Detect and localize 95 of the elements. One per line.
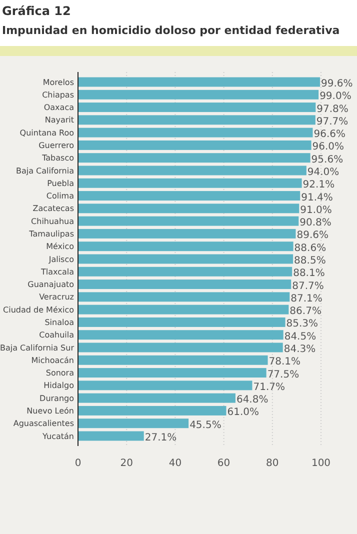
data-label: 97.8% bbox=[316, 104, 348, 115]
y-tick-label: Oaxaca bbox=[44, 103, 74, 112]
y-tick-label: Jalisco bbox=[48, 254, 74, 264]
data-label: 84.3% bbox=[284, 344, 316, 355]
y-tick-label: Chihuahua bbox=[31, 216, 74, 226]
data-label: 97.7% bbox=[316, 116, 348, 128]
bar bbox=[78, 140, 312, 150]
data-label: 99.6% bbox=[321, 78, 353, 90]
y-tick-label: Sinaloa bbox=[44, 318, 74, 328]
bar bbox=[78, 242, 294, 252]
y-tick-label: Durango bbox=[40, 394, 74, 403]
bar bbox=[78, 153, 310, 163]
bar bbox=[78, 77, 320, 87]
bar bbox=[78, 292, 290, 302]
y-tick-label: Sonora bbox=[46, 368, 74, 378]
bar bbox=[78, 418, 189, 428]
bar bbox=[78, 304, 289, 314]
bar bbox=[78, 342, 283, 352]
bar bbox=[78, 166, 306, 176]
x-tick-label: 0 bbox=[74, 458, 82, 469]
bar bbox=[78, 431, 144, 441]
y-tick-label: Baja California Sur bbox=[0, 343, 75, 352]
bar bbox=[78, 115, 316, 125]
data-label: 87.1% bbox=[290, 293, 322, 304]
bar bbox=[78, 406, 226, 416]
data-label: 96.0% bbox=[312, 142, 344, 153]
y-tick-label: Tlaxcala bbox=[40, 267, 74, 276]
data-label: 78.1% bbox=[268, 356, 301, 368]
bar bbox=[78, 393, 236, 403]
y-tick-label: Guanajuato bbox=[28, 280, 74, 290]
x-tick-label: 40 bbox=[168, 458, 182, 469]
data-label: 92.1% bbox=[302, 180, 335, 191]
bar bbox=[78, 228, 296, 238]
y-tick-label: Guerrero bbox=[38, 141, 74, 150]
y-tick-label: Aguascalientes bbox=[13, 419, 74, 428]
y-tick-label: Yucatán bbox=[42, 432, 74, 441]
data-label: 88.1% bbox=[293, 268, 325, 280]
data-label: 86.7% bbox=[290, 306, 322, 318]
y-tick-label: Hidalgo bbox=[44, 381, 74, 390]
bar bbox=[78, 90, 319, 100]
bar bbox=[78, 254, 294, 264]
y-tick-label: Baja California bbox=[16, 166, 74, 176]
data-label: 95.6% bbox=[311, 154, 344, 166]
y-tick-label: Quintana Roo bbox=[20, 128, 74, 138]
data-label: 45.5% bbox=[190, 420, 222, 431]
bar bbox=[78, 128, 313, 138]
data-label: 89.6% bbox=[296, 230, 329, 242]
bar bbox=[78, 355, 268, 365]
y-tick-label: Chiapas bbox=[42, 90, 74, 100]
y-tick-label: Coahuila bbox=[39, 330, 74, 340]
bar bbox=[78, 178, 302, 188]
y-tick-label: Michoacán bbox=[31, 356, 74, 365]
bar bbox=[78, 216, 299, 226]
bar bbox=[78, 102, 316, 112]
data-label: 90.8% bbox=[300, 218, 332, 229]
data-label: 96.6% bbox=[314, 129, 346, 140]
data-label: 77.5% bbox=[267, 369, 300, 380]
data-label: 61.0% bbox=[227, 407, 260, 418]
y-tick-label: México bbox=[46, 242, 74, 252]
data-label: 71.7% bbox=[253, 382, 286, 393]
y-tick-label: Colima bbox=[46, 192, 74, 201]
x-tick-label: 100 bbox=[311, 458, 331, 469]
bar bbox=[78, 330, 284, 340]
data-label: 87.7% bbox=[292, 280, 324, 292]
data-label: 84.5% bbox=[284, 331, 316, 342]
chart-subtitle: Impunidad en homicidio doloso por entidad federativa bbox=[2, 24, 340, 37]
x-tick-label: 80 bbox=[266, 458, 279, 469]
bar bbox=[78, 368, 266, 378]
y-tick-label: Morelos bbox=[42, 78, 74, 87]
bar bbox=[78, 266, 292, 276]
bar bbox=[78, 204, 300, 214]
y-tick-label: Nayarit bbox=[44, 116, 74, 125]
data-label: 85.3% bbox=[286, 318, 318, 330]
data-label: 27.1% bbox=[144, 432, 177, 444]
y-tick-label: Ciudad de México bbox=[3, 305, 74, 314]
bar bbox=[78, 317, 286, 327]
data-label: 91.4% bbox=[301, 192, 333, 204]
y-tick-label: Tabasco bbox=[41, 154, 74, 163]
chart-title: Gráfica 12 bbox=[2, 4, 71, 18]
y-tick-label: Nuevo León bbox=[26, 406, 74, 416]
data-label: 88.5% bbox=[294, 256, 326, 266]
bar bbox=[78, 380, 252, 390]
x-tick-label: 60 bbox=[217, 458, 230, 469]
y-tick-label: Veracruz bbox=[39, 292, 74, 302]
y-tick-label: Tamaulipas bbox=[28, 230, 74, 239]
y-tick-label: Zacatecas bbox=[32, 204, 74, 214]
data-label: 94.0% bbox=[307, 167, 340, 178]
data-label: 64.8% bbox=[236, 394, 268, 406]
data-label: 91.0% bbox=[300, 204, 332, 216]
y-tick-label: Puebla bbox=[47, 178, 74, 188]
data-label: 88.6% bbox=[294, 242, 326, 254]
bar bbox=[78, 191, 300, 201]
bar bbox=[78, 280, 292, 290]
x-tick-label: 20 bbox=[120, 458, 133, 469]
data-label: 99.0% bbox=[320, 91, 352, 102]
